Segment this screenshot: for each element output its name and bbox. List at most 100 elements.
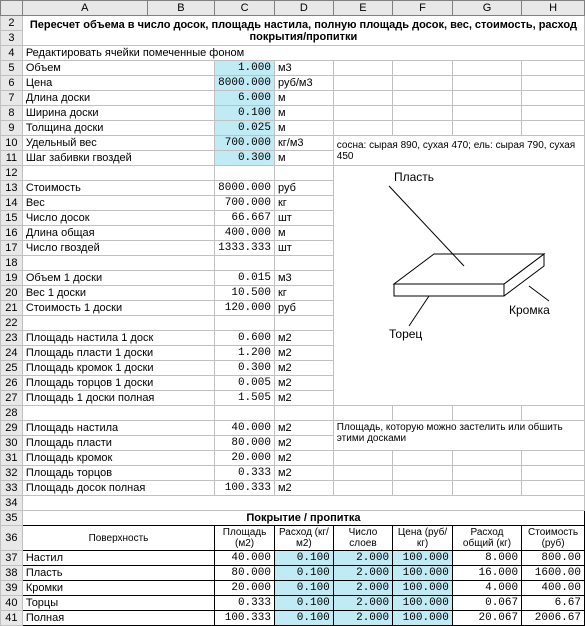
table-cell: 20.067	[452, 611, 521, 626]
param-label: Число досок	[22, 211, 214, 226]
row-hdr: 25	[1, 361, 23, 376]
param-label: Площадь торцов	[22, 466, 214, 481]
row-hdr: 8	[1, 106, 23, 121]
table-cell[interactable]: 0.100	[274, 581, 333, 596]
param-value[interactable]: 8000.000	[215, 76, 275, 91]
table-cell: 800.00	[522, 551, 585, 566]
param-unit	[274, 166, 333, 181]
param-unit: м	[274, 106, 333, 121]
param-label: Площадь пласти 1 доски	[22, 346, 214, 361]
param-unit: м2	[274, 436, 333, 451]
table-cell: 2006.67	[522, 611, 585, 626]
param-label: Площадь досок полная	[22, 481, 214, 496]
row-hdr: 6	[1, 76, 23, 91]
param-unit: м2	[274, 331, 333, 346]
param-value[interactable]: 1.000	[215, 61, 275, 76]
table-cell[interactable]: 100.000	[393, 551, 453, 566]
table-cell[interactable]: 100.000	[393, 611, 453, 626]
param-label: Толщина доски	[22, 121, 214, 136]
row-hdr: 7	[1, 91, 23, 106]
table-cell[interactable]: 2.000	[333, 611, 392, 626]
row-hdr: 10	[1, 136, 23, 151]
table-cell[interactable]: 2.000	[333, 566, 392, 581]
param-unit	[274, 256, 333, 271]
table-cell[interactable]: 0.100	[274, 551, 333, 566]
param-unit: руб	[274, 181, 333, 196]
param-unit: м3	[274, 271, 333, 286]
param-value[interactable]: 6.000	[215, 91, 275, 106]
table-col-header: Расход общий (кг)	[452, 526, 521, 551]
table-cell[interactable]: 0.100	[274, 596, 333, 611]
param-value: 0.300	[215, 361, 275, 376]
param-value[interactable]: 0.100	[215, 106, 275, 121]
row-hdr: 27	[1, 391, 23, 406]
board-diagram: ПластьКромкаТорец	[334, 166, 554, 341]
param-unit: м2	[274, 376, 333, 391]
table-cell[interactable]: 2.000	[333, 551, 392, 566]
table-cell: 0.333	[215, 596, 275, 611]
param-value: 10.500	[215, 286, 275, 301]
param-label: Стоимость 1 доски	[22, 301, 214, 316]
param-value: 80.000	[215, 436, 275, 451]
table-cell[interactable]: 100.000	[393, 596, 453, 611]
param-label	[22, 256, 214, 271]
spreadsheet: ABCDEFGH 2Пересчет объема в число досок,…	[0, 0, 585, 626]
param-label	[22, 166, 214, 181]
row-hdr: 18	[1, 256, 23, 271]
row-hdr: 32	[1, 466, 23, 481]
param-value: 400.000	[215, 226, 275, 241]
param-unit: м2	[274, 391, 333, 406]
param-label: Цена	[22, 76, 214, 91]
param-value	[215, 316, 275, 331]
row-hdr: 13	[1, 181, 23, 196]
row-hdr: 28	[1, 406, 23, 421]
param-unit: м3	[274, 61, 333, 76]
param-unit: м2	[274, 346, 333, 361]
note-cell: сосна: сырая 890, сухая 470; ель: сырая …	[333, 136, 584, 166]
param-value: 66.667	[215, 211, 275, 226]
table-col-header: Поверхность	[22, 526, 214, 551]
param-label: Объем	[22, 61, 214, 76]
param-unit: м	[274, 121, 333, 136]
param-value[interactable]: 0.025	[215, 121, 275, 136]
table-cell: 40.000	[215, 551, 275, 566]
row-hdr: 17	[1, 241, 23, 256]
param-value: 700.000	[215, 196, 275, 211]
table-col-header: Площадь (м2)	[215, 526, 275, 551]
row-hdr: 14	[1, 196, 23, 211]
param-label	[22, 406, 214, 421]
param-value	[215, 166, 275, 181]
table-cell[interactable]: 0.100	[274, 611, 333, 626]
param-label: Удельный вес	[22, 136, 214, 151]
edit-note: Редактировать ячейки помеченные фоном	[22, 46, 584, 61]
row-hdr: 23	[1, 331, 23, 346]
param-unit	[274, 406, 333, 421]
table-cell[interactable]: 100.000	[393, 581, 453, 596]
row-hdr: 21	[1, 301, 23, 316]
note-cell: Площадь, которую можно застелить или обш…	[333, 421, 584, 451]
param-unit: руб	[274, 301, 333, 316]
param-value: 120.000	[215, 301, 275, 316]
row-hdr: 29	[1, 421, 23, 436]
table-cell[interactable]: 100.000	[393, 566, 453, 581]
table-cell[interactable]: 0.100	[274, 566, 333, 581]
row-hdr: 5	[1, 61, 23, 76]
table-cell: 6.67	[522, 596, 585, 611]
param-unit: м2	[274, 481, 333, 496]
param-label: Площадь пласти	[22, 436, 214, 451]
table-cell[interactable]: 2.000	[333, 596, 392, 611]
param-value[interactable]: 700.000	[215, 136, 275, 151]
row-hdr: 2	[1, 16, 23, 31]
table-cell: Торцы	[22, 596, 214, 611]
param-unit: м2	[274, 421, 333, 436]
svg-text:Кромка: Кромка	[509, 303, 550, 317]
table-cell: 1600.00	[522, 566, 585, 581]
table-cell: 100.333	[215, 611, 275, 626]
table-cell: 16.000	[452, 566, 521, 581]
param-unit: м2	[274, 361, 333, 376]
param-label: Площадь 1 доски полная	[22, 391, 214, 406]
param-value[interactable]: 0.300	[215, 151, 275, 166]
param-unit: м	[274, 91, 333, 106]
table-cell[interactable]: 2.000	[333, 581, 392, 596]
param-label: Длина доски	[22, 91, 214, 106]
